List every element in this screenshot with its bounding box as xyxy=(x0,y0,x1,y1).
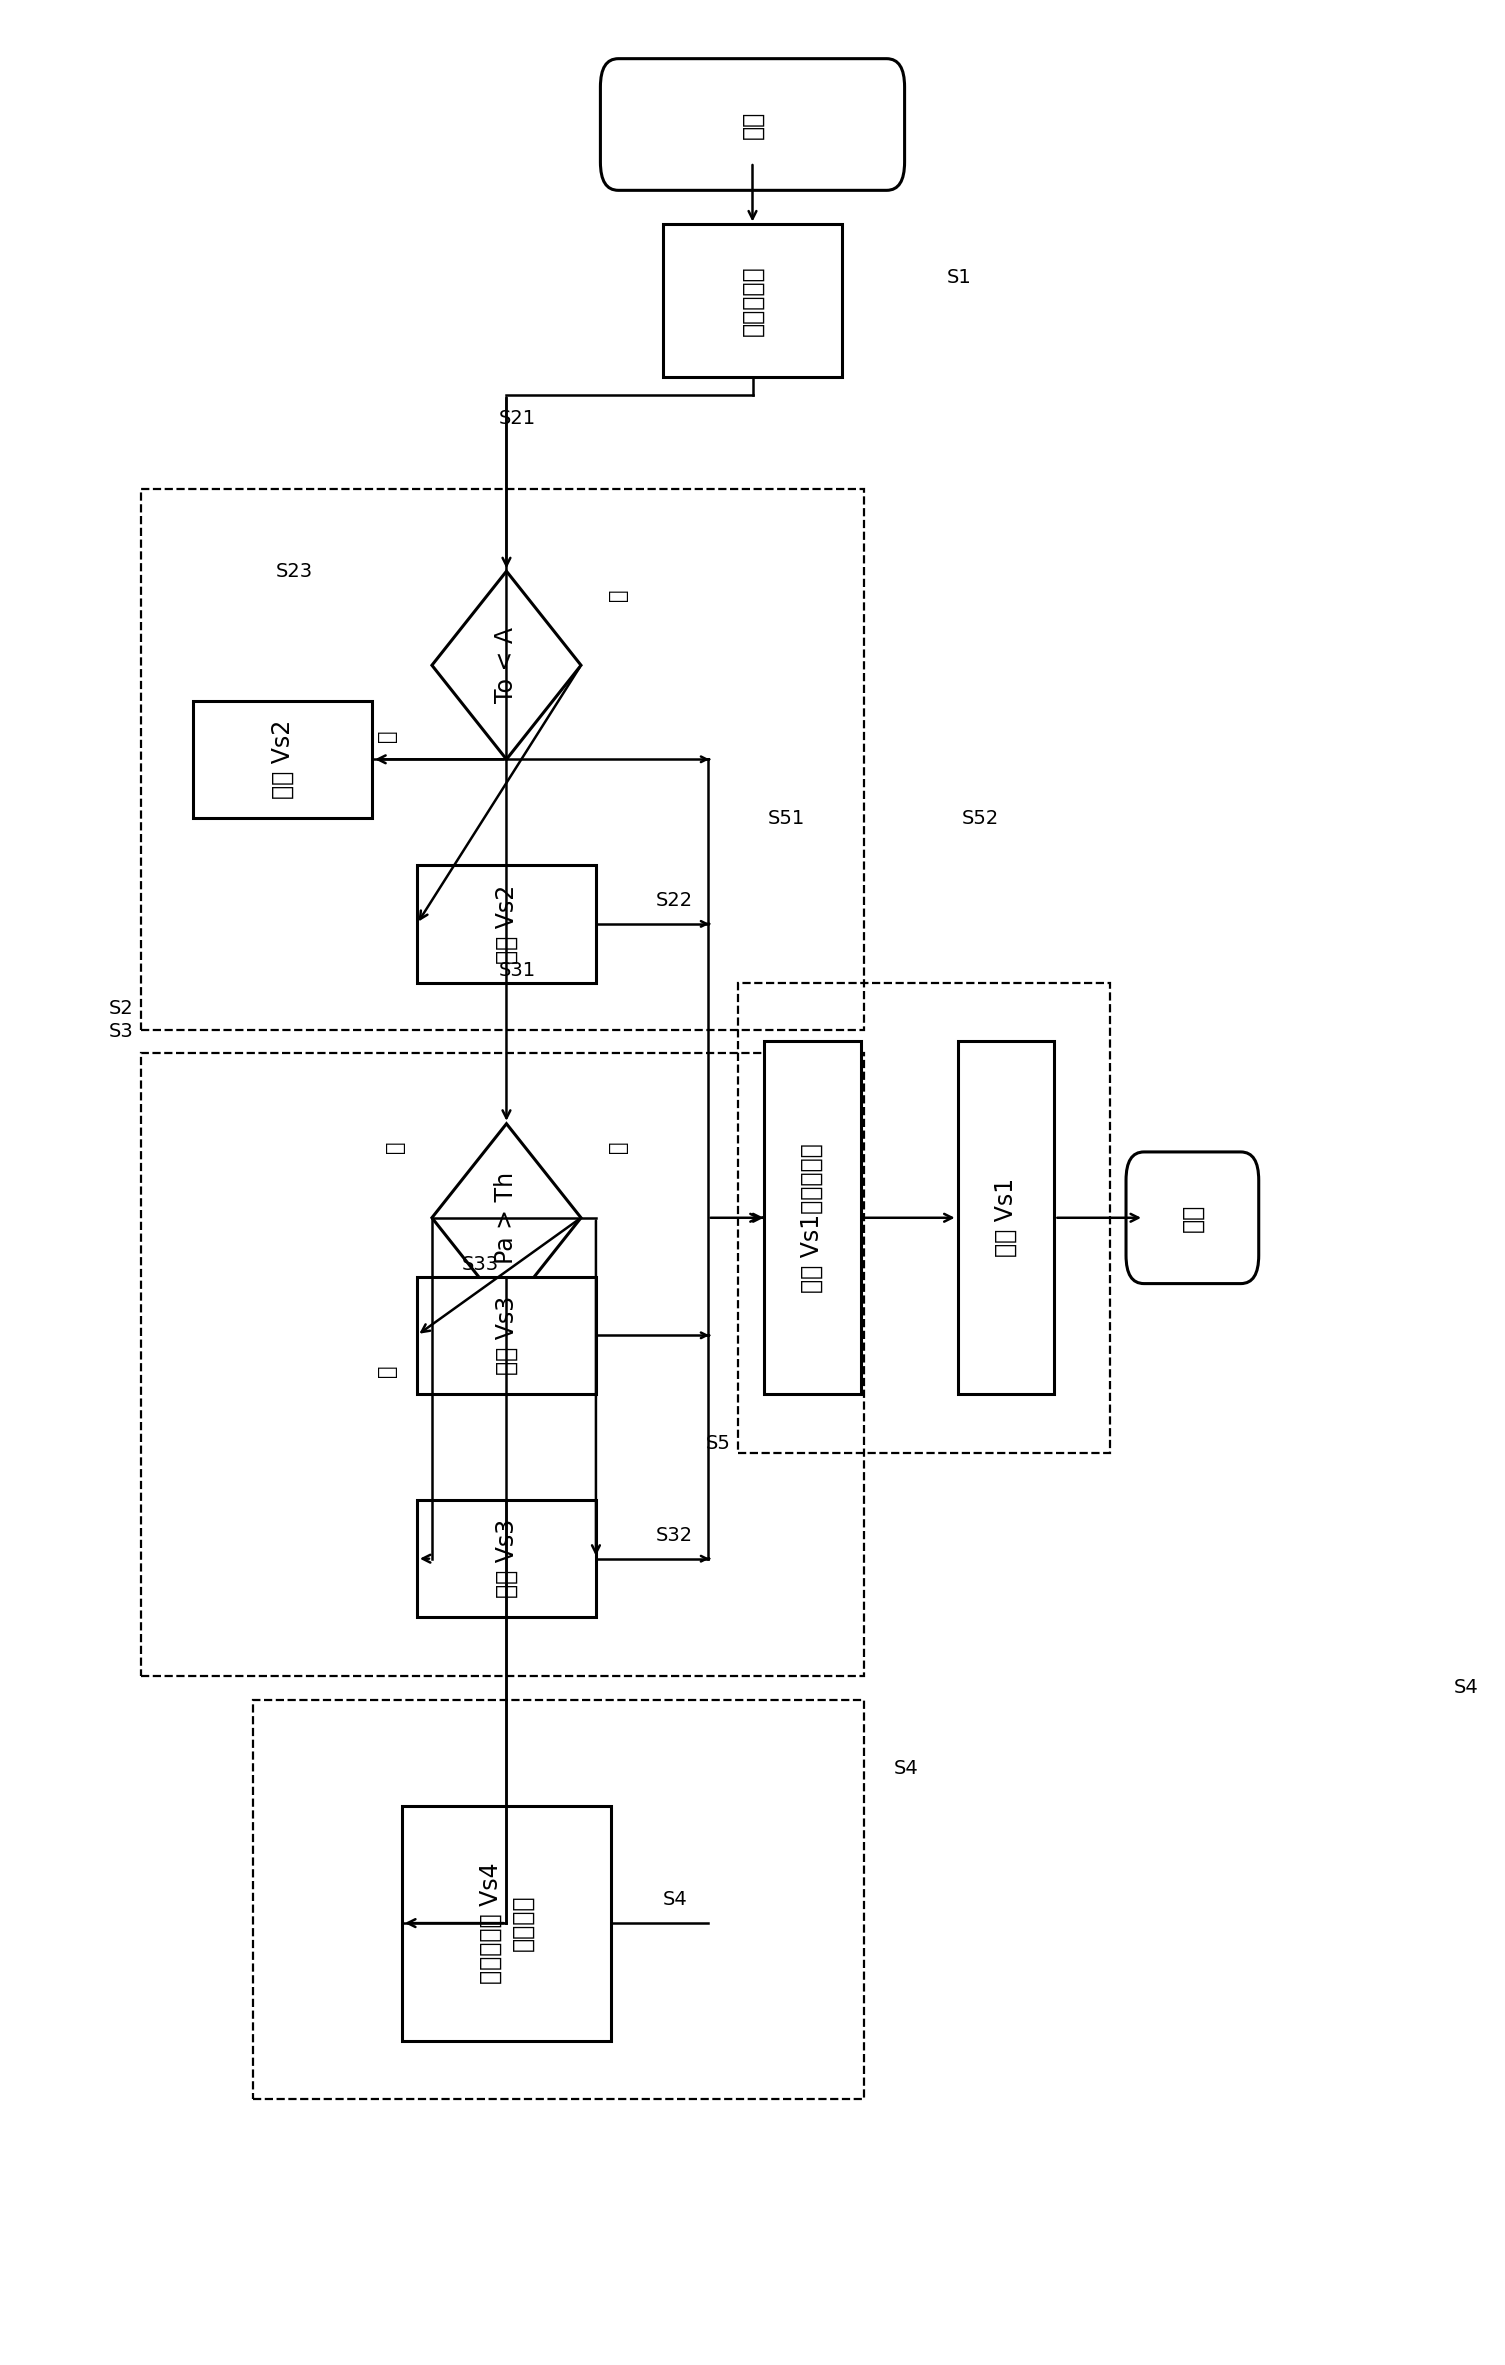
Text: 计算 Vs1的工作状态: 计算 Vs1的工作状态 xyxy=(801,1142,825,1294)
Polygon shape xyxy=(432,572,581,759)
Text: S52: S52 xyxy=(962,809,998,828)
Text: S4: S4 xyxy=(894,1760,920,1778)
FancyBboxPatch shape xyxy=(664,225,841,378)
Text: S33: S33 xyxy=(462,1256,500,1275)
Text: 计算并控制 Vs4
的开度量: 计算并控制 Vs4 的开度量 xyxy=(479,1861,534,1984)
Text: S1: S1 xyxy=(947,267,971,286)
Text: S32: S32 xyxy=(656,1525,692,1544)
Text: 打开 Vs2: 打开 Vs2 xyxy=(495,885,518,963)
Text: S22: S22 xyxy=(656,892,692,911)
Text: 返回: 返回 xyxy=(1180,1204,1204,1232)
FancyBboxPatch shape xyxy=(957,1041,1055,1393)
Text: S31: S31 xyxy=(500,963,536,981)
Text: 开始: 开始 xyxy=(740,111,765,140)
Text: Pa > Th: Pa > Th xyxy=(495,1171,518,1263)
FancyBboxPatch shape xyxy=(417,1499,596,1618)
FancyBboxPatch shape xyxy=(600,59,905,189)
Text: S4: S4 xyxy=(1454,1679,1478,1698)
Text: S21: S21 xyxy=(500,409,536,428)
FancyBboxPatch shape xyxy=(1126,1152,1258,1284)
Text: 关闭 Vs3: 关闭 Vs3 xyxy=(495,1518,518,1599)
Text: S3: S3 xyxy=(108,1022,134,1041)
FancyBboxPatch shape xyxy=(417,866,596,981)
Text: 打开 Vs3: 打开 Vs3 xyxy=(495,1296,518,1374)
Text: S4: S4 xyxy=(664,1890,688,1909)
Text: 否: 否 xyxy=(378,1365,397,1376)
Text: 否: 否 xyxy=(378,728,397,743)
Text: 关闭 Vs2: 关闭 Vs2 xyxy=(271,719,295,799)
Text: To < A: To < A xyxy=(495,627,518,702)
FancyBboxPatch shape xyxy=(402,1804,611,2041)
FancyBboxPatch shape xyxy=(193,700,372,818)
Text: 是: 是 xyxy=(608,1140,628,1154)
Text: 感测参数値: 感测参数値 xyxy=(740,265,765,336)
Text: S51: S51 xyxy=(768,809,805,828)
Text: S2: S2 xyxy=(108,998,134,1017)
Text: 否: 否 xyxy=(385,1140,405,1154)
FancyBboxPatch shape xyxy=(417,1277,596,1393)
Text: 是: 是 xyxy=(608,589,628,601)
Text: S23: S23 xyxy=(275,563,313,582)
Text: S5: S5 xyxy=(706,1433,730,1452)
Polygon shape xyxy=(432,1123,581,1313)
FancyBboxPatch shape xyxy=(763,1041,861,1393)
Text: 控制 Vs1: 控制 Vs1 xyxy=(993,1178,1017,1258)
